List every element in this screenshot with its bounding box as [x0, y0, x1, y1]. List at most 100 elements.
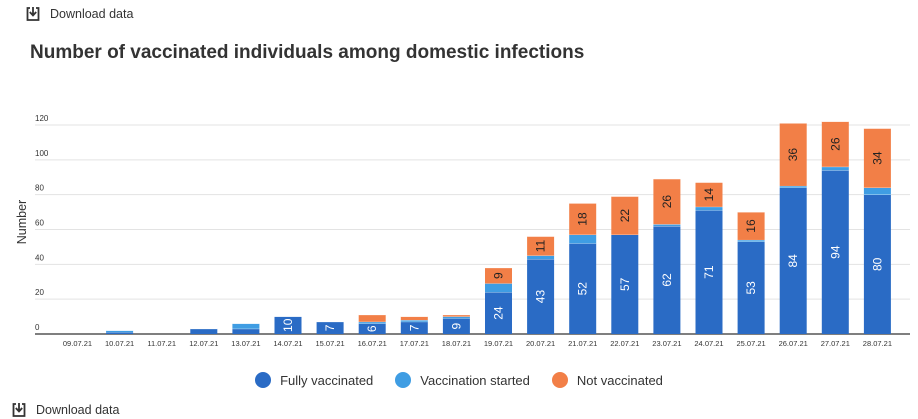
bar-vaccination-started[interactable]	[821, 166, 849, 171]
legend-item-not-vaccinated[interactable]: Not vaccinated	[551, 372, 663, 388]
bar-not-vaccinated[interactable]	[695, 182, 723, 207]
legend-item-vaccination-started[interactable]: Vaccination started	[395, 372, 530, 388]
bar-vaccination-started[interactable]	[569, 234, 597, 244]
bar-fully-vaccinated[interactable]	[653, 226, 681, 334]
bar-vaccination-started[interactable]	[442, 316, 470, 319]
bar-not-vaccinated[interactable]	[737, 212, 765, 240]
bar-fully-vaccinated[interactable]	[695, 210, 723, 334]
bar-fully-vaccinated[interactable]	[821, 170, 849, 334]
bar-not-vaccinated[interactable]	[863, 128, 891, 188]
bar-fully-vaccinated[interactable]	[569, 243, 597, 334]
bar-not-vaccinated[interactable]	[779, 123, 807, 186]
bar-fully-vaccinated[interactable]	[527, 259, 555, 334]
legend-label: Not vaccinated	[576, 372, 663, 388]
bar-data-label: 84	[786, 254, 800, 268]
bar-vaccination-started[interactable]	[527, 255, 555, 260]
bar-vaccination-started[interactable]	[485, 283, 512, 293]
bar-vaccination-started[interactable]	[695, 206, 723, 211]
y-tick-label: 80	[35, 184, 44, 193]
x-tick-label: 18.07.21	[442, 339, 471, 348]
legend-dot-fully-vaccinated	[255, 372, 272, 388]
x-tick-label: 25.07.21	[736, 339, 765, 348]
legend-dot-not-vaccinated	[551, 372, 568, 388]
y-tick-label: 120	[35, 114, 49, 123]
bar-data-label: 26	[828, 137, 842, 151]
bar-fully-vaccinated[interactable]	[737, 241, 765, 334]
x-tick-label: 21.07.21	[568, 339, 597, 348]
download-data-button-bottom[interactable]: Download data	[10, 401, 119, 419]
x-tick-label: 22.07.21	[610, 339, 639, 348]
bar-vaccination-started[interactable]	[400, 320, 428, 322]
bar-fully-vaccinated[interactable]	[400, 321, 428, 334]
bar-not-vaccinated[interactable]	[442, 314, 470, 317]
y-tick-label: 100	[35, 149, 49, 158]
legend: Fully vaccinated Vaccination started Not…	[0, 372, 918, 388]
bar-data-label: 9	[449, 323, 463, 330]
bar-vaccination-started[interactable]	[232, 323, 260, 329]
bar-fully-vaccinated[interactable]	[190, 328, 218, 334]
legend-label: Vaccination started	[420, 372, 530, 388]
bar-fully-vaccinated[interactable]	[358, 323, 386, 334]
bar-fully-vaccinated[interactable]	[779, 187, 807, 334]
chart-title: Number of vaccinated individuals among d…	[30, 42, 585, 63]
x-tick-label: 17.07.21	[400, 339, 429, 348]
y-tick-label: 60	[35, 219, 44, 228]
x-tick-label: 19.07.21	[484, 339, 513, 348]
x-tick-label: 16.07.21	[358, 339, 387, 348]
bar-data-label: 43	[534, 290, 548, 304]
bar-vaccination-started[interactable]	[737, 239, 765, 242]
y-axis-label: Number	[15, 200, 29, 244]
download-icon	[10, 401, 28, 419]
bar-vaccination-started[interactable]	[106, 330, 134, 333]
bar-not-vaccinated[interactable]	[611, 196, 639, 235]
x-tick-label: 14.07.21	[273, 339, 302, 348]
bars	[106, 121, 891, 334]
bar-data-label: 7	[407, 324, 421, 331]
x-tick-label: 15.07.21	[315, 339, 344, 348]
bar-fully-vaccinated[interactable]	[442, 318, 470, 334]
bar-data-label: 26	[660, 195, 674, 209]
bar-vaccination-started[interactable]	[653, 224, 681, 227]
x-tick-label: 28.07.21	[863, 339, 892, 348]
bar-not-vaccinated[interactable]	[400, 316, 428, 321]
bar-data-label: 53	[744, 281, 758, 295]
x-tick-label: 26.07.21	[779, 339, 808, 348]
chart-canvas: 0 20 40 60 80 100 120 10 7 6 7 9 24 9 43 11 52 18 57 22 62 2…	[15, 114, 910, 348]
x-tick-label: 23.07.21	[652, 339, 681, 348]
bar-fully-vaccinated[interactable]	[232, 328, 260, 334]
download-data-button[interactable]: Download data	[24, 5, 133, 23]
bar-fully-vaccinated[interactable]	[611, 234, 639, 334]
x-tick-label: 27.07.21	[821, 339, 850, 348]
bar-data-label: 14	[702, 188, 716, 202]
bar-fully-vaccinated[interactable]	[274, 316, 302, 334]
bar-data-label: 24	[492, 306, 506, 320]
bar-fully-vaccinated[interactable]	[863, 194, 891, 334]
bar-not-vaccinated[interactable]	[569, 203, 597, 235]
legend-item-fully-vaccinated[interactable]: Fully vaccinated	[255, 372, 373, 388]
bar-data-label: 22	[618, 209, 632, 223]
bar-not-vaccinated[interactable]	[821, 121, 849, 167]
bar-vaccination-started[interactable]	[358, 321, 386, 324]
bar-data-label: 6	[365, 325, 379, 332]
bar-not-vaccinated[interactable]	[527, 236, 555, 256]
y-tick-label: 20	[35, 288, 44, 297]
bar-data-label: 36	[786, 148, 800, 162]
bar-fully-vaccinated[interactable]	[316, 321, 344, 334]
x-tick-label: 10.07.21	[105, 339, 134, 348]
bar-not-vaccinated[interactable]	[653, 178, 681, 225]
bar-data-label: 80	[870, 257, 884, 271]
bar-fully-vaccinated[interactable]	[485, 292, 512, 334]
bar-data-label: 7	[323, 324, 337, 331]
grid-lines	[35, 124, 910, 335]
bar-data-label: 9	[492, 272, 506, 279]
bar-vaccination-started[interactable]	[863, 187, 891, 195]
bar-data-label: 52	[576, 282, 590, 296]
bar-data-label: 11	[534, 239, 548, 252]
bar-not-vaccinated[interactable]	[358, 314, 386, 322]
y-tick-label: 40	[35, 253, 44, 262]
bar-vaccination-started[interactable]	[779, 185, 807, 188]
bar-labels: 10 7 6 7 9 24 9 43 11 52 18 57 22 62 26 71 14 53 16 84 36 94 2…	[281, 137, 884, 332]
bar-data-label: 62	[660, 273, 674, 287]
bar-fully-vaccinated[interactable]	[106, 332, 134, 334]
bar-not-vaccinated[interactable]	[485, 267, 512, 284]
